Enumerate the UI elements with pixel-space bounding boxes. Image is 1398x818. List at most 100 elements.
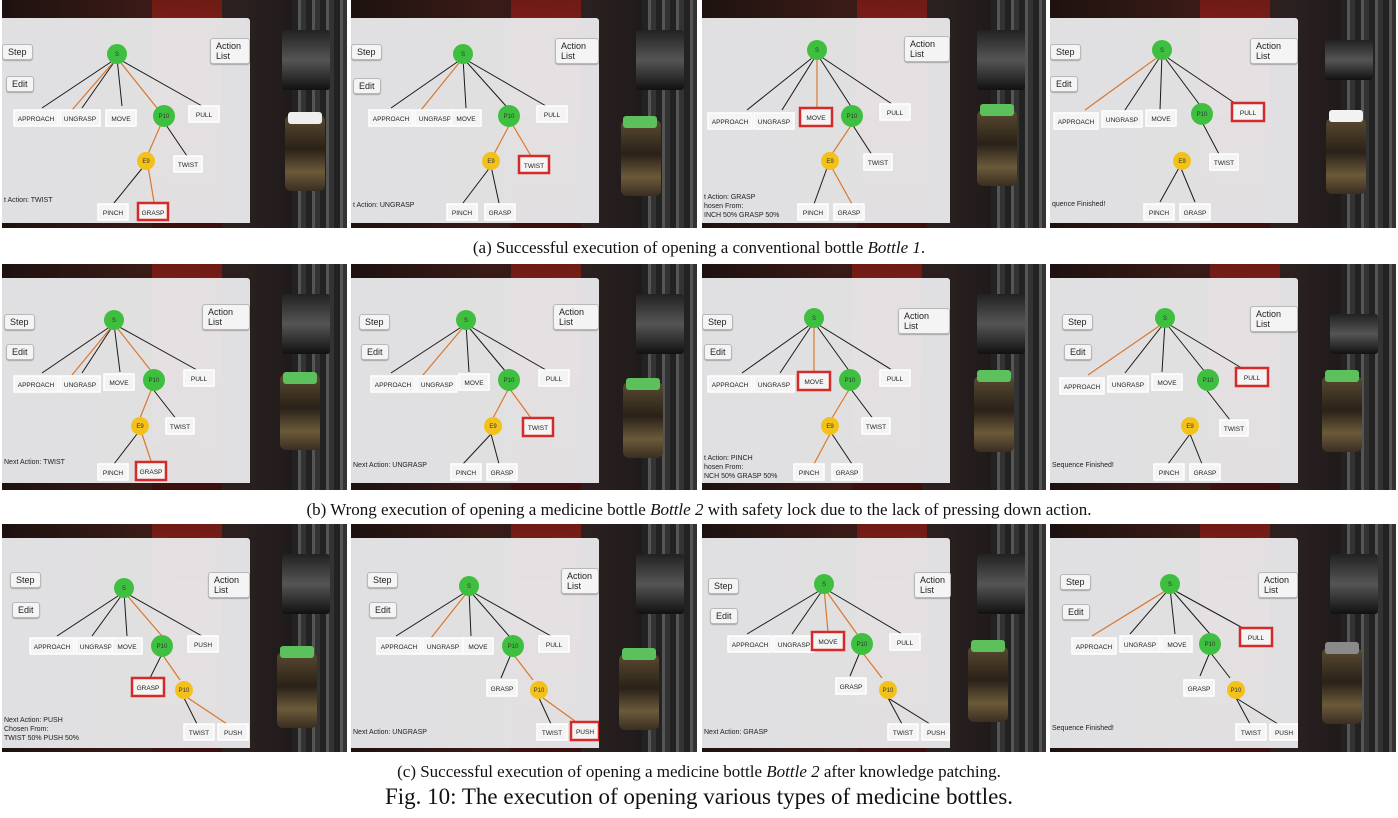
node-p10-child: P10 <box>1231 688 1242 694</box>
step-button[interactable]: Step <box>351 44 382 60</box>
action-list-button[interactable]: Action List <box>553 304 599 330</box>
node-approach: APPROACH <box>712 119 749 126</box>
edit-button[interactable]: Edit <box>1062 604 1090 620</box>
edit-button[interactable]: Edit <box>6 344 34 360</box>
node-move: MOVE <box>1151 116 1171 123</box>
node-pinch: PINCH <box>456 470 477 477</box>
node-p10-child: P10 <box>883 688 894 694</box>
step-button[interactable]: Step <box>359 314 390 330</box>
node-ungrasp: UNGRASP <box>64 116 96 123</box>
node-pull: PULL <box>196 112 213 119</box>
node-twist: TWIST <box>868 160 888 167</box>
action-list-button[interactable]: Action List <box>898 308 950 334</box>
node-move: MOVE <box>818 639 838 646</box>
node-s: S <box>461 52 465 58</box>
step-button[interactable]: Step <box>2 44 33 60</box>
node-pull: PULL <box>1240 110 1257 117</box>
status-text: t Action: PINCH hosen From: NCH 50% GRAS… <box>704 455 778 480</box>
node-push-2: PUSH <box>224 730 242 737</box>
node-pull: PULL <box>887 376 904 383</box>
step-button[interactable]: Step <box>708 578 739 594</box>
action-list-button[interactable]: Action List <box>210 38 250 64</box>
edit-button[interactable]: Edit <box>1064 344 1092 360</box>
node-twist: TWIST <box>524 163 544 170</box>
node-e9: E9 <box>489 424 497 430</box>
node-push: PUSH <box>194 642 212 649</box>
action-list-button[interactable]: Action List <box>914 572 952 598</box>
node-e9: E9 <box>826 424 834 430</box>
action-list-button[interactable]: Action List <box>202 304 250 330</box>
edit-button[interactable]: Edit <box>361 344 389 360</box>
node-s: S <box>467 584 471 590</box>
node-p10: P10 <box>149 378 160 384</box>
step-button[interactable]: Step <box>10 572 41 588</box>
node-ungrasp: UNGRASP <box>421 382 453 389</box>
node-e9: E9 <box>136 424 144 430</box>
edit-button[interactable]: Edit <box>6 76 34 92</box>
status-text: Next Action: UNGRASP <box>353 462 427 469</box>
step-button[interactable]: Step <box>702 314 733 330</box>
node-twist: TWIST <box>1241 730 1261 737</box>
node-p10: P10 <box>504 114 515 120</box>
edit-button[interactable]: Edit <box>353 78 381 94</box>
step-button[interactable]: Step <box>4 314 35 330</box>
node-ungrasp: UNGRASP <box>1112 382 1144 389</box>
step-button[interactable]: Step <box>1050 44 1081 60</box>
edit-button[interactable]: Edit <box>710 608 738 624</box>
node-pull: PULL <box>546 376 563 383</box>
edit-button[interactable]: Edit <box>1050 76 1078 92</box>
ar-board: S P10 P10 APPROACH UNGRASP MOVE PUSH GRA… <box>2 538 250 748</box>
node-move: MOVE <box>464 380 484 387</box>
action-list-button[interactable]: Action List <box>1258 572 1298 598</box>
panel-c3: S P10 P10 APPROACH UNGRASP MOVE PULL GRA… <box>702 524 1046 752</box>
node-ungrasp: UNGRASP <box>80 644 112 651</box>
caption-a: (a) Successful execution of opening a co… <box>472 238 926 257</box>
node-e9: E9 <box>142 159 150 165</box>
node-approach: APPROACH <box>34 644 71 651</box>
node-e9: E9 <box>1178 159 1186 165</box>
node-twist: TWIST <box>528 425 548 432</box>
ar-board: S P10 P10 APPROACH UNGRASP MOVE PULL GRA… <box>1050 538 1298 748</box>
node-approach: APPROACH <box>712 382 749 389</box>
step-button[interactable]: Step <box>1060 574 1091 590</box>
task-graph: S P10 E9 APPROACH UNGRASP MOVE PULL TWIS… <box>707 40 911 221</box>
node-grasp: GRASP <box>142 210 165 217</box>
node-ungrasp: UNGRASP <box>1106 117 1138 124</box>
node-grasp: GRASP <box>491 470 514 477</box>
node-twist: TWIST <box>189 730 209 737</box>
action-list-button[interactable]: Action List <box>1250 306 1298 332</box>
node-grasp: GRASP <box>491 686 514 693</box>
ar-board: S P10 P10 APPROACH UNGRASP MOVE PULL GRA… <box>702 538 952 748</box>
node-s: S <box>122 586 126 592</box>
node-approach: APPROACH <box>381 644 418 651</box>
task-graph: S P10 E9 APPROACH UNGRASP MOVE PULL TWIS… <box>1053 40 1266 221</box>
task-graph: S P10 P10 APPROACH UNGRASP MOVE PULL GRA… <box>1071 574 1298 741</box>
action-list-button[interactable]: Action List <box>561 568 599 594</box>
node-p10: P10 <box>504 378 515 384</box>
status-text: t Action: UNGRASP <box>353 202 415 209</box>
action-list-button[interactable]: Action List <box>1250 38 1298 64</box>
task-graph: S P10 E9 APPROACH UNGRASP MOVE PULL TWIS… <box>370 310 570 481</box>
action-list-button[interactable]: Action List <box>904 36 950 62</box>
action-list-button[interactable]: Action List <box>555 38 599 64</box>
node-twist: TWIST <box>178 162 198 169</box>
node-p10-child: P10 <box>534 688 545 694</box>
node-push: PUSH <box>1275 730 1293 737</box>
node-p10: P10 <box>159 114 170 120</box>
node-move: MOVE <box>468 644 488 651</box>
step-button[interactable]: Step <box>367 572 398 588</box>
step-button[interactable]: Step <box>1062 314 1093 330</box>
edit-button[interactable]: Edit <box>12 602 40 618</box>
node-grasp: GRASP <box>1194 470 1217 477</box>
node-grasp: GRASP <box>140 469 163 476</box>
ar-board: S P10 E9 APPROACH UNGRASP MOVE PULL TWIS… <box>2 278 250 483</box>
node-p10: P10 <box>508 644 519 650</box>
node-approach: APPROACH <box>1064 384 1101 391</box>
edit-button[interactable]: Edit <box>369 602 397 618</box>
node-pinch: PINCH <box>452 210 473 217</box>
edit-button[interactable]: Edit <box>704 344 732 360</box>
action-list-button[interactable]: Action List <box>208 572 250 598</box>
node-s: S <box>812 316 816 322</box>
node-s: S <box>115 52 119 58</box>
node-p10: P10 <box>847 114 858 120</box>
